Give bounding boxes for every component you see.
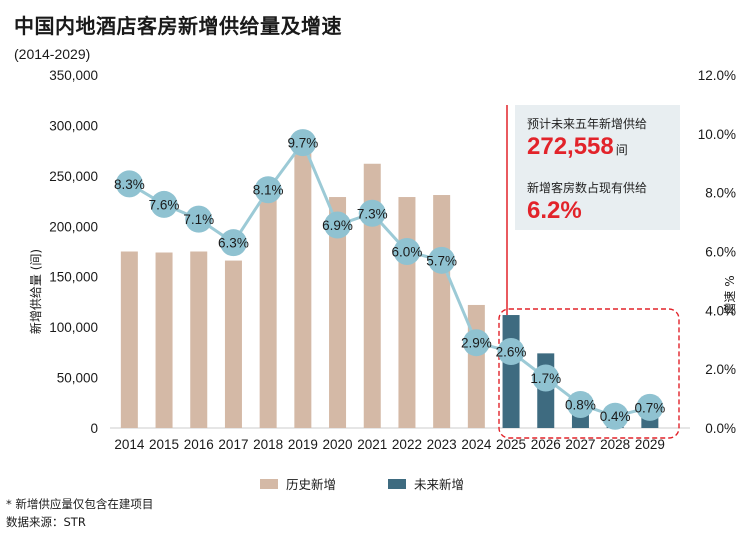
y-left-tick-label: 200,000 — [49, 219, 98, 234]
growth-label-2021: 7.3% — [357, 206, 388, 221]
growth-marker-2015 — [150, 190, 178, 218]
y-left-tick-label: 100,000 — [49, 320, 98, 335]
growth-label-2022: 6.0% — [392, 245, 423, 260]
y-right-tick-label: 6.0% — [705, 245, 736, 260]
bar-2018 — [259, 187, 277, 428]
growth-marker-2021 — [358, 199, 386, 227]
bar-2024 — [467, 304, 485, 428]
legend-swatch-future — [388, 478, 407, 489]
data-source: 数据来源：STR — [6, 515, 86, 529]
growth-label-2014: 8.3% — [114, 177, 145, 192]
y-left-axis-title: 新增供给量 (间) — [28, 249, 43, 334]
y-right-tick-label: 2.0% — [705, 362, 736, 377]
bar-2015 — [155, 252, 173, 428]
x-tick-label-2015: 2015 — [149, 437, 179, 452]
chart-legend: 历史新增 未来新增 — [260, 474, 464, 493]
callout-value-supply-unit: 间 — [615, 143, 628, 157]
x-tick-label-2018: 2018 — [253, 437, 283, 452]
legend-label-future: 未来新增 — [414, 477, 465, 492]
growth-marker-2017 — [219, 229, 247, 257]
y-right-tick-label: 12.0% — [698, 68, 736, 83]
bar-2023 — [433, 195, 451, 428]
y-right-axis-title: 增速 % — [723, 275, 737, 314]
growth-marker-2026 — [532, 364, 560, 392]
growth-marker-2014 — [115, 170, 143, 198]
x-tick-label-2028: 2028 — [600, 437, 630, 452]
growth-marker-2028 — [601, 402, 629, 430]
growth-label-2019: 9.7% — [287, 136, 318, 151]
bar-2020 — [329, 197, 347, 428]
callout-label-share: 新增客房数占现有供给 — [527, 181, 648, 195]
x-tick-label-2023: 2023 — [427, 437, 457, 452]
callout-value-supply: 272,558 间 — [527, 133, 628, 161]
growth-marker-2019 — [289, 129, 317, 157]
growth-marker-2018 — [254, 176, 282, 204]
growth-marker-2023 — [428, 246, 456, 274]
y-right-tick-label: 0.0% — [705, 421, 736, 436]
growth-label-2023: 5.7% — [426, 253, 457, 268]
forecast-callout: 预计未来五年新增供给 272,558 间 新增客房数占现有供给 6.2% — [515, 105, 680, 230]
growth-label-2016: 7.1% — [183, 212, 214, 227]
legend-item-historical: 历史新增 — [260, 474, 336, 493]
growth-label-2025: 2.6% — [496, 345, 527, 360]
x-tick-label-2024: 2024 — [461, 437, 492, 452]
growth-label-2028: 0.4% — [600, 409, 631, 424]
x-tick-label-2017: 2017 — [218, 437, 248, 452]
y-left-tick-label: 300,000 — [49, 118, 98, 133]
growth-marker-2029 — [636, 393, 664, 421]
growth-label-2018: 8.1% — [253, 183, 284, 198]
y-left-tick-label: 250,000 — [49, 169, 98, 184]
y-left-tick-label: 350,000 — [49, 68, 98, 83]
growth-label-2026: 1.7% — [530, 371, 561, 386]
page-subtitle: (2014-2029) — [14, 46, 91, 62]
x-tick-label-2026: 2026 — [531, 437, 561, 452]
page-title: 中国内地酒店客房新增供给量及增速 — [14, 14, 342, 38]
growth-marker-2020 — [324, 211, 352, 239]
x-tick-label-2021: 2021 — [357, 437, 387, 452]
legend-swatch-historical — [260, 478, 278, 489]
bar-2025 — [502, 315, 520, 428]
growth-label-2029: 0.7% — [634, 400, 665, 415]
callout-value-share: 6.2% — [527, 197, 582, 224]
bar-2016 — [190, 251, 208, 428]
bar-2022 — [398, 197, 416, 428]
growth-marker-2025 — [497, 338, 525, 366]
growth-label-2020: 6.9% — [322, 218, 353, 233]
bar-2019 — [294, 150, 312, 428]
x-tick-label-2016: 2016 — [184, 437, 214, 452]
x-tick-label-2019: 2019 — [288, 437, 318, 452]
x-tick-label-2020: 2020 — [323, 437, 353, 452]
x-tick-label-2025: 2025 — [496, 437, 526, 452]
x-tick-label-2014: 2014 — [114, 437, 145, 452]
y-left-tick-label: 150,000 — [49, 270, 98, 285]
bar-2021 — [363, 163, 381, 429]
growth-marker-2022 — [393, 238, 421, 265]
forecast-frame — [498, 308, 680, 439]
y-right-tick-label: 4.0% — [705, 303, 736, 318]
growth-marker-2027 — [566, 390, 594, 418]
y-left-tick-label: 50,000 — [57, 371, 98, 386]
growth-label-2024: 2.9% — [461, 336, 492, 351]
legend-label-historical: 历史新增 — [286, 477, 337, 492]
legend-item-future: 未来新增 — [388, 474, 464, 493]
growth-marker-2016 — [185, 205, 213, 233]
callout-value-supply-number: 272,558 — [527, 133, 614, 160]
bar-2014 — [120, 251, 138, 428]
callout-label-supply: 预计未来五年新增供给 — [527, 117, 648, 131]
growth-label-2027: 0.8% — [565, 397, 596, 412]
y-right-tick-label: 8.0% — [705, 186, 736, 201]
footnote: * 新增供应量仅包含在建项目 — [6, 497, 154, 511]
bar-2017 — [224, 260, 242, 428]
x-tick-label-2022: 2022 — [392, 437, 422, 452]
y-right-tick-label: 10.0% — [698, 127, 736, 142]
y-left-tick-label: 0 — [90, 421, 98, 436]
growth-rate-line — [128, 141, 651, 418]
x-tick-label-2029: 2029 — [635, 437, 665, 452]
growth-label-2017: 6.3% — [218, 236, 249, 251]
x-tick-label-2027: 2027 — [565, 437, 595, 452]
growth-label-2015: 7.6% — [149, 197, 180, 212]
growth-marker-2024 — [462, 329, 490, 357]
